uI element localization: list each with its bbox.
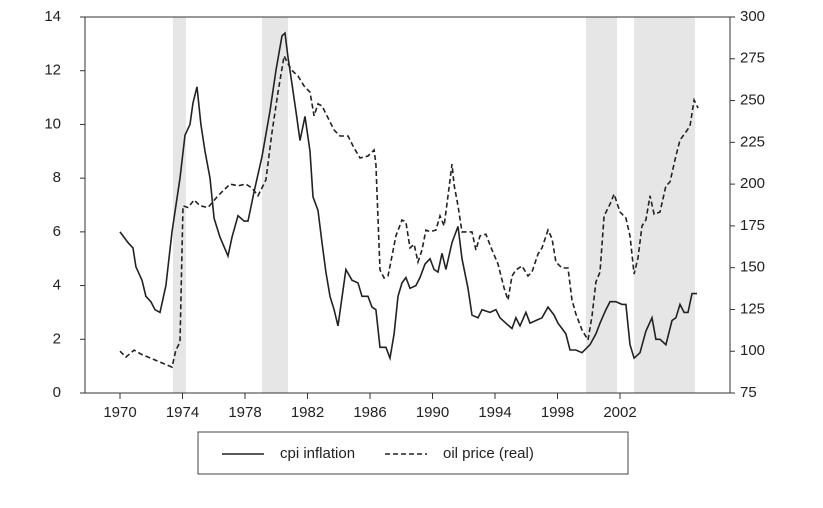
y2-tick-label: 275	[740, 50, 765, 67]
y2-tick-label: 300	[740, 8, 765, 25]
y-tick-label: 4	[53, 277, 61, 294]
y2-tick-label: 225	[740, 133, 765, 150]
legend-box	[197, 431, 629, 475]
y-tick-label: 8	[53, 169, 61, 186]
shaded-period	[585, 17, 618, 393]
x-tick-label: 1978	[228, 404, 261, 421]
x-tick-label: 1970	[103, 404, 136, 421]
y2-tick-label: 200	[740, 175, 765, 192]
legend-label: oil price (real)	[443, 445, 534, 462]
y-tick-label: 6	[53, 223, 61, 240]
x-tick-label: 1974	[166, 404, 199, 421]
x-tick-label: 1998	[541, 404, 574, 421]
shaded-period	[172, 17, 186, 393]
series-line	[119, 31, 697, 362]
y-tick-label: 10	[44, 115, 61, 132]
shaded-period	[634, 17, 695, 393]
y-tick-label: 14	[44, 8, 61, 25]
y-tick-label: 12	[44, 62, 61, 79]
x-tick-label: 1994	[478, 404, 511, 421]
x-tick-label: 1990	[416, 404, 449, 421]
y2-tick-label: 75	[740, 384, 757, 401]
y2-tick-label: 150	[740, 259, 765, 276]
legend-label: cpi inflation	[280, 445, 355, 462]
y2-tick-label: 100	[740, 342, 765, 359]
x-tick-label: 2002	[603, 404, 636, 421]
series-line	[119, 53, 699, 369]
y2-tick-label: 175	[740, 217, 765, 234]
x-tick-label: 1982	[291, 404, 324, 421]
y2-tick-label: 125	[740, 300, 765, 317]
y-tick-label: 0	[53, 384, 61, 401]
y-tick-label: 2	[53, 330, 61, 347]
y2-tick-label: 250	[740, 92, 765, 109]
x-tick-label: 1986	[353, 404, 386, 421]
plot-frame	[84, 16, 731, 394]
